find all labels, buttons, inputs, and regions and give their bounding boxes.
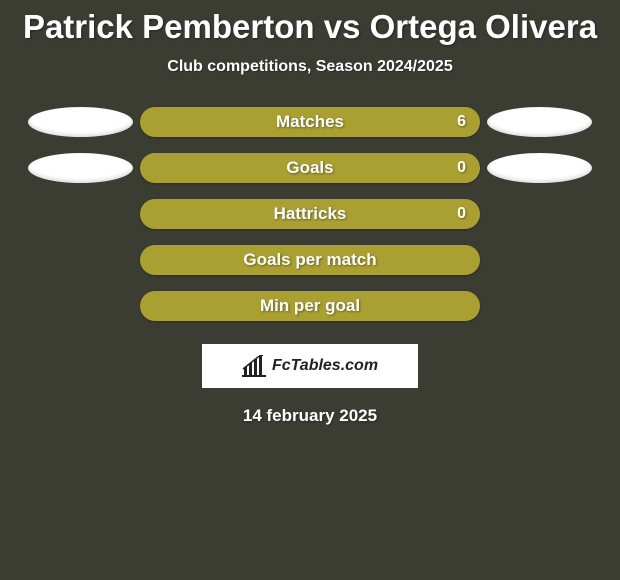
brand-badge: FcTables.com — [202, 344, 418, 388]
stat-value-right: 0 — [457, 205, 466, 223]
stat-label: Goals — [286, 158, 333, 178]
stat-label: Matches — [276, 112, 344, 132]
player1-marker — [28, 153, 133, 183]
stat-label: Min per goal — [260, 296, 360, 316]
stat-row: Goals 0 — [0, 152, 620, 184]
brand-text: FcTables.com — [272, 357, 378, 375]
stat-bar: Matches 6 — [140, 107, 480, 137]
stat-rows: Matches 6 Goals 0 Hattricks 0 Goals per match M… — [0, 106, 620, 322]
stat-label: Goals per match — [243, 250, 376, 270]
player2-marker — [487, 107, 592, 137]
title-player2: Ortega Olivera — [370, 8, 597, 45]
title-player1: Patrick Pemberton — [23, 8, 315, 45]
stat-bar: Goals per match — [140, 245, 480, 275]
stat-label: Hattricks — [274, 204, 347, 224]
stat-bar: Hattricks 0 — [140, 199, 480, 229]
player1-marker — [28, 107, 133, 137]
page-title: Patrick Pemberton vs Ortega Olivera — [0, 0, 620, 46]
stat-row: Min per goal — [0, 290, 620, 322]
stat-bar: Min per goal — [140, 291, 480, 321]
chart-icon — [242, 355, 266, 377]
stat-value-right: 0 — [457, 159, 466, 177]
stat-value-right: 6 — [457, 113, 466, 131]
stat-row: Hattricks 0 — [0, 198, 620, 230]
stat-row: Matches 6 — [0, 106, 620, 138]
stat-row: Goals per match — [0, 244, 620, 276]
subtitle: Club competitions, Season 2024/2025 — [0, 58, 620, 76]
date-text: 14 february 2025 — [0, 406, 620, 426]
stat-bar: Goals 0 — [140, 153, 480, 183]
player2-marker — [487, 153, 592, 183]
title-vs: vs — [324, 8, 361, 45]
